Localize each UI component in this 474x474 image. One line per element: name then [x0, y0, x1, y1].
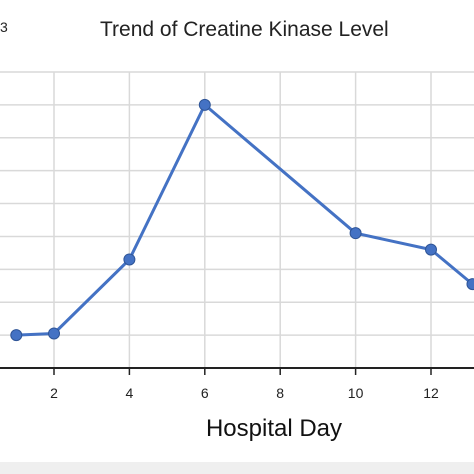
footer-strip — [0, 462, 474, 474]
data-series — [10, 98, 474, 342]
x-tick-label: 12 — [423, 385, 439, 401]
x-tick-label: 10 — [348, 385, 364, 401]
x-tick-label: 6 — [201, 385, 209, 401]
grid-lines — [0, 71, 474, 368]
data-point — [10, 329, 23, 342]
x-tick-label: 8 — [276, 385, 284, 401]
corner-label: 3 — [0, 19, 8, 35]
data-point — [466, 278, 474, 291]
x-axis: 2 4 6 8 10 12 — [0, 367, 474, 401]
x-tick-label: 2 — [50, 385, 58, 401]
data-point — [123, 253, 136, 266]
x-tick-label: 4 — [126, 385, 134, 401]
x-axis-label: Hospital Day — [205, 415, 343, 442]
chart-title: Trend of Creatine Kinase Level — [100, 18, 389, 41]
data-point — [349, 227, 362, 240]
data-point — [198, 98, 211, 111]
series-line — [14, 103, 474, 337]
data-point — [48, 327, 60, 340]
data-point — [425, 243, 437, 256]
